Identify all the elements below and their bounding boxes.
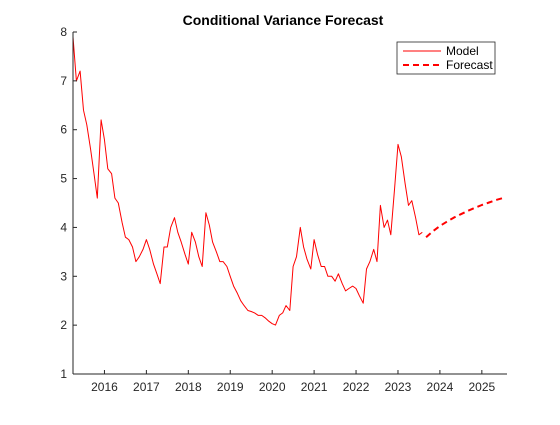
x-tick-label: 2016 bbox=[91, 380, 118, 394]
x-tick-label: 2022 bbox=[343, 380, 370, 394]
y-tick-label: 5 bbox=[60, 172, 67, 186]
y-tick-label: 6 bbox=[60, 123, 67, 137]
y-tick-label: 4 bbox=[60, 220, 67, 234]
x-tick-label: 2018 bbox=[175, 380, 202, 394]
x-tick-label: 2023 bbox=[385, 380, 412, 394]
y-tick-label: 8 bbox=[60, 25, 67, 39]
legend: Model Forecast bbox=[396, 41, 496, 75]
chart-title: Conditional Variance Forecast bbox=[183, 12, 384, 28]
x-tick-label: 2020 bbox=[259, 380, 286, 394]
axes: 1 2 3 4 5 6 7 8 2016 2017 2018 2019 2020 2021 2022 2023… bbox=[60, 25, 507, 394]
y-tick-label: 3 bbox=[60, 269, 67, 283]
series-line-model bbox=[72, 36, 423, 326]
x-tick-label: 2017 bbox=[133, 380, 160, 394]
series-line-forecast bbox=[425, 197, 504, 238]
plot-background bbox=[73, 32, 507, 374]
legend-box bbox=[396, 41, 496, 75]
x-tick-label: 2024 bbox=[427, 380, 454, 394]
legend-label-forecast: Forecast bbox=[446, 58, 493, 72]
y-tick-label: 1 bbox=[60, 367, 67, 381]
x-tick-label: 2025 bbox=[468, 380, 495, 394]
x-tick-label: 2021 bbox=[301, 380, 328, 394]
legend-label-model: Model bbox=[446, 44, 479, 58]
y-tick-label: 2 bbox=[60, 318, 67, 332]
x-tick-label: 2019 bbox=[217, 380, 244, 394]
y-tick-label: 7 bbox=[60, 74, 67, 88]
plot-area bbox=[72, 32, 507, 374]
